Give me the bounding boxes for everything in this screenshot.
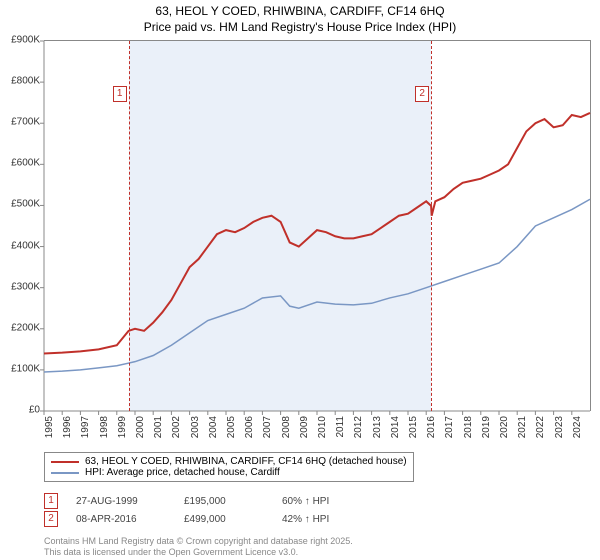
x-tick-label: 2006 [244,416,255,438]
y-tick-label: £500K [11,199,40,210]
x-tick-label: 2023 [554,416,565,438]
x-tick-label: 1996 [62,416,73,438]
x-tick-label: 2024 [572,416,583,438]
legend-box: 63, HEOL Y COED, RHIWBINA, CARDIFF, CF14… [44,452,414,482]
x-tick-label: 2018 [463,416,474,438]
y-tick-label: £300K [11,281,40,292]
x-tick-label: 2003 [190,416,201,438]
x-tick-label: 2020 [499,416,510,438]
legend-swatch-hpi [51,472,79,474]
x-tick-label: 2010 [317,416,328,438]
x-tick-label: 2022 [535,416,546,438]
x-tick-label: 2012 [353,416,364,438]
y-tick-label: £400K [11,240,40,251]
x-tick-label: 2007 [262,416,273,438]
x-tick-label: 2021 [517,416,528,438]
y-tick-label: £0 [29,405,40,416]
x-tick-label: 2004 [208,416,219,438]
title-line2: Price paid vs. HM Land Registry's House … [0,20,600,36]
chart-marker-1: 1 [113,86,127,102]
x-tick-label: 1999 [117,416,128,438]
txn-pct: 42% ↑ HPI [282,514,329,525]
x-tick-label: 2000 [135,416,146,438]
y-tick-label: £600K [11,158,40,169]
x-tick-label: 2016 [426,416,437,438]
txn-date: 08-APR-2016 [76,514,166,525]
y-axis: £0£100K£200K£300K£400K£500K£600K£700K£80… [0,40,44,410]
x-tick-label: 2017 [444,416,455,438]
legend-row-price: 63, HEOL Y COED, RHIWBINA, CARDIFF, CF14… [51,456,407,467]
txn-date: 27-AUG-1999 [76,496,166,507]
x-tick-label: 2015 [408,416,419,438]
x-tick-label: 2013 [372,416,383,438]
marker-badge-1: 1 [44,493,58,509]
chart-container: 63, HEOL Y COED, RHIWBINA, CARDIFF, CF14… [0,0,600,560]
x-tick-label: 2009 [299,416,310,438]
x-tick-label: 2019 [481,416,492,438]
chart-plot-area: 12 [44,40,591,411]
y-tick-label: £200K [11,322,40,333]
title-block: 63, HEOL Y COED, RHIWBINA, CARDIFF, CF14… [0,0,600,37]
title-line1: 63, HEOL Y COED, RHIWBINA, CARDIFF, CF14… [0,4,600,20]
footer-line2: This data is licensed under the Open Gov… [44,547,353,558]
table-row: 2 08-APR-2016 £499,000 42% ↑ HPI [44,510,329,528]
x-tick-label: 2008 [281,416,292,438]
legend-swatch-price [51,461,79,463]
legend-label-hpi: HPI: Average price, detached house, Card… [85,467,280,478]
x-tick-label: 1998 [99,416,110,438]
table-row: 1 27-AUG-1999 £195,000 60% ↑ HPI [44,492,329,510]
x-tick-label: 2011 [335,416,346,438]
y-tick-label: £700K [11,117,40,128]
y-tick-label: £900K [11,35,40,46]
txn-price: £499,000 [184,514,264,525]
legend-label-price: 63, HEOL Y COED, RHIWBINA, CARDIFF, CF14… [85,456,407,467]
footer-attribution: Contains HM Land Registry data © Crown c… [44,536,353,558]
transaction-table: 1 27-AUG-1999 £195,000 60% ↑ HPI 2 08-AP… [44,492,329,528]
chart-marker-2: 2 [415,86,429,102]
x-tick-label: 2005 [226,416,237,438]
txn-price: £195,000 [184,496,264,507]
x-tick-label: 2001 [153,416,164,438]
y-tick-label: £100K [11,363,40,374]
x-axis: 1995 1996 1997 1998 1999 2000 2001 2002 2003 2004… [44,412,590,452]
x-tick-label: 1997 [80,416,91,438]
x-tick-label: 1995 [44,416,55,438]
txn-pct: 60% ↑ HPI [282,496,329,507]
legend-row-hpi: HPI: Average price, detached house, Card… [51,467,407,478]
x-tick-label: 2014 [390,416,401,438]
marker-badge-2: 2 [44,511,58,527]
y-tick-label: £800K [11,76,40,87]
footer-line1: Contains HM Land Registry data © Crown c… [44,536,353,547]
x-tick-label: 2002 [171,416,182,438]
